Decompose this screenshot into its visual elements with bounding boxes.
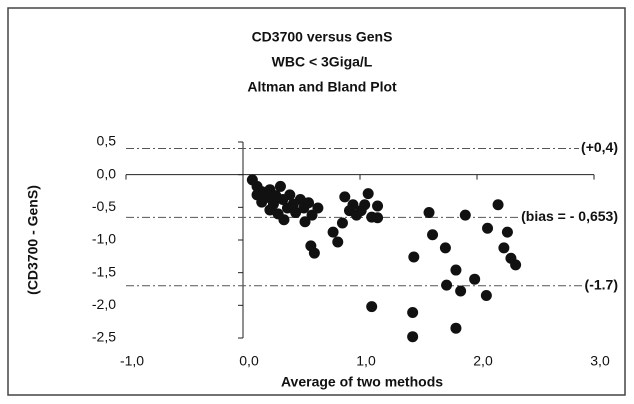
y-tick-label: 0,0 bbox=[97, 165, 117, 181]
point bbox=[312, 202, 324, 214]
x-tick-label: 1,0 bbox=[356, 353, 376, 369]
point bbox=[347, 199, 359, 211]
point bbox=[336, 217, 348, 229]
point bbox=[366, 301, 378, 313]
x-tick-label: 0,0 bbox=[239, 353, 259, 369]
point bbox=[359, 199, 371, 211]
chart-title: WBC < 3Giga/L bbox=[272, 54, 373, 70]
y-tick-label: 0,5 bbox=[97, 133, 117, 149]
point bbox=[439, 242, 451, 254]
point bbox=[327, 226, 339, 238]
point bbox=[427, 229, 439, 241]
point bbox=[423, 207, 435, 219]
point bbox=[362, 188, 374, 200]
y-tick-label: -1,5 bbox=[92, 263, 116, 279]
point bbox=[510, 259, 522, 271]
reference-label: (+0,4) bbox=[581, 139, 618, 155]
y-tick-label: -1,0 bbox=[92, 231, 116, 247]
point bbox=[256, 196, 268, 208]
y-tick-label: -2,5 bbox=[92, 329, 116, 345]
x-axis-label: Average of two methods bbox=[281, 374, 443, 390]
point bbox=[332, 236, 344, 248]
point bbox=[441, 279, 453, 291]
point bbox=[303, 197, 315, 209]
y-axis-label: (CD3700 - GenS) bbox=[25, 185, 41, 295]
point bbox=[455, 285, 467, 297]
reference-label: (bias = - 0,653) bbox=[521, 208, 618, 224]
point bbox=[480, 290, 492, 302]
point bbox=[407, 307, 419, 319]
x-tick-label: 3,0 bbox=[590, 353, 610, 369]
x-tick-label: 2,0 bbox=[473, 353, 493, 369]
point bbox=[372, 200, 384, 212]
chart-title: CD3700 versus GenS bbox=[252, 29, 393, 45]
point bbox=[408, 251, 420, 263]
point bbox=[264, 204, 276, 216]
point bbox=[284, 189, 296, 201]
point bbox=[492, 199, 504, 211]
point bbox=[274, 180, 286, 192]
point bbox=[339, 191, 351, 203]
point bbox=[459, 209, 471, 221]
point bbox=[299, 216, 311, 228]
y-tick-label: -0,5 bbox=[92, 198, 116, 214]
point bbox=[450, 322, 462, 334]
point bbox=[308, 247, 320, 259]
point bbox=[450, 264, 462, 276]
chart-border bbox=[7, 7, 626, 396]
y-tick-label: -2,0 bbox=[92, 296, 116, 312]
point bbox=[372, 212, 384, 224]
point bbox=[469, 273, 481, 285]
point bbox=[498, 242, 510, 254]
x-tick-label: -1,0 bbox=[120, 353, 144, 369]
point bbox=[407, 331, 419, 343]
reference-label: (-1.7) bbox=[585, 276, 618, 292]
point bbox=[278, 214, 290, 226]
point bbox=[290, 207, 302, 219]
point bbox=[501, 226, 513, 238]
chart-title: Altman and Bland Plot bbox=[247, 79, 397, 95]
point bbox=[482, 222, 494, 234]
